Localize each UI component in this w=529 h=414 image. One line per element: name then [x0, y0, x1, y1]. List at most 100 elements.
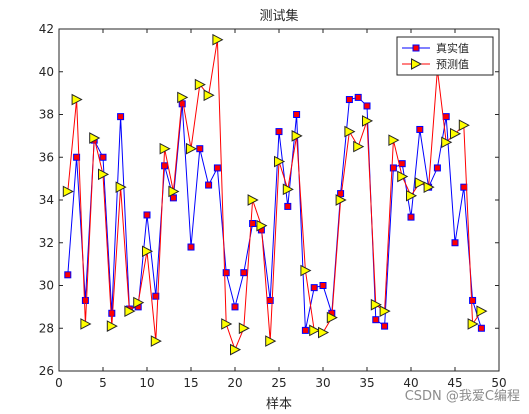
- data-point-triangle: [441, 136, 453, 149]
- data-point-triangle: [476, 305, 488, 317]
- x-tick-label: 5: [99, 376, 107, 390]
- data-point-triangle: [186, 142, 198, 155]
- data-point-triangle: [379, 305, 391, 317]
- data-point-triangle: [98, 168, 110, 181]
- data-point-square: [412, 44, 420, 52]
- data-point-square: [460, 183, 468, 191]
- data-point-square: [469, 296, 477, 304]
- x-tick-label: 35: [359, 376, 374, 390]
- data-point-triangle: [133, 296, 145, 309]
- data-point-triangle: [300, 264, 312, 277]
- data-point-triangle: [89, 132, 101, 144]
- data-point-triangle: [274, 155, 286, 168]
- data-point-square: [337, 190, 345, 198]
- data-point-square: [249, 220, 257, 228]
- data-point-square: [275, 128, 283, 136]
- data-point-square: [73, 153, 81, 161]
- plot-area: [58, 28, 500, 372]
- data-point-triangle: [362, 115, 374, 127]
- data-point-square: [169, 194, 177, 202]
- legend-item-2: 预测值: [402, 58, 469, 71]
- data-point-triangle: [423, 181, 435, 194]
- data-point-triangle: [150, 335, 162, 347]
- data-point-triangle: [309, 324, 321, 337]
- data-point-triangle: [353, 140, 365, 153]
- data-point-triangle: [256, 219, 268, 232]
- y-tick-label: 32: [39, 236, 54, 250]
- data-point-triangle: [388, 134, 400, 146]
- data-point-triangle: [370, 298, 382, 311]
- y-tick-label: 26: [39, 364, 54, 378]
- data-point-square: [451, 239, 459, 247]
- data-point-triangle: [335, 194, 347, 206]
- y-tick-label: 40: [39, 65, 54, 79]
- watermark-text: CSDN @我爱C编程: [405, 389, 520, 404]
- data-point-square: [416, 125, 424, 133]
- data-point-triangle: [115, 181, 127, 194]
- data-point-square: [152, 292, 160, 300]
- x-axis-label: 样本: [266, 397, 292, 412]
- data-point-triangle: [168, 185, 180, 198]
- y-tick-label: 36: [39, 150, 54, 164]
- data-point-triangle: [406, 189, 418, 202]
- data-point-triangle: [247, 194, 259, 206]
- x-tick-label: 0: [55, 376, 63, 390]
- y-tick-label: 34: [39, 193, 54, 207]
- data-point-triangle: [142, 245, 154, 258]
- data-point-triangle: [159, 142, 171, 155]
- data-point-triangle: [265, 335, 277, 347]
- axis-ticks: 0 5 10 15 20 25 30 35 40 45 50 26 28 30 32 34 36 38 40 42: [39, 22, 507, 390]
- y-tick-label: 30: [39, 279, 54, 293]
- data-point-square: [231, 303, 239, 311]
- data-point-square: [108, 309, 116, 317]
- data-point-square: [477, 324, 485, 332]
- data-point-square: [117, 113, 125, 121]
- data-point-square: [161, 162, 169, 170]
- data-point-triangle: [467, 318, 479, 330]
- legend-label: 预测值: [436, 58, 469, 71]
- x-tick-label: 20: [227, 376, 242, 390]
- legend-item-1: 真实值: [402, 41, 469, 55]
- data-point-triangle: [230, 343, 242, 356]
- y-tick-label: 42: [39, 22, 54, 36]
- data-point-square: [240, 269, 248, 277]
- data-point-square: [345, 96, 353, 104]
- data-point-square: [99, 153, 107, 161]
- data-point-triangle: [212, 33, 224, 46]
- data-point-triangle: [344, 125, 356, 138]
- data-point-square: [372, 316, 380, 324]
- data-point-triangle: [291, 130, 303, 142]
- data-point-square: [301, 326, 309, 334]
- data-point-triangle: [80, 318, 92, 330]
- data-point-square: [213, 164, 221, 172]
- x-tick-label: 40: [403, 376, 418, 390]
- x-tick-label: 30: [315, 376, 330, 390]
- data-point-square: [433, 164, 441, 172]
- data-point-triangle: [106, 320, 118, 332]
- data-point-square: [81, 296, 89, 304]
- y-tick-label: 28: [39, 321, 54, 335]
- x-tick-label: 15: [183, 376, 198, 390]
- data-point-triangle: [203, 89, 215, 102]
- data-point-triangle: [62, 185, 74, 198]
- data-point-square: [284, 202, 292, 210]
- data-point-square: [205, 181, 213, 189]
- data-point-square: [407, 213, 415, 221]
- x-tick-label: 50: [491, 376, 506, 390]
- data-point-square: [64, 271, 72, 279]
- data-point-square: [363, 102, 371, 110]
- data-point-triangle: [414, 177, 426, 189]
- data-point-triangle: [411, 58, 423, 70]
- data-point-triangle: [221, 318, 233, 330]
- data-point-square: [381, 322, 389, 330]
- data-point-triangle: [326, 311, 338, 324]
- data-point-triangle: [450, 127, 462, 140]
- data-point-square: [196, 145, 204, 153]
- data-point-triangle: [282, 183, 294, 196]
- data-point-square: [143, 211, 151, 219]
- x-tick-label: 45: [447, 376, 462, 390]
- data-point-square: [310, 284, 318, 292]
- data-point-square: [389, 164, 397, 172]
